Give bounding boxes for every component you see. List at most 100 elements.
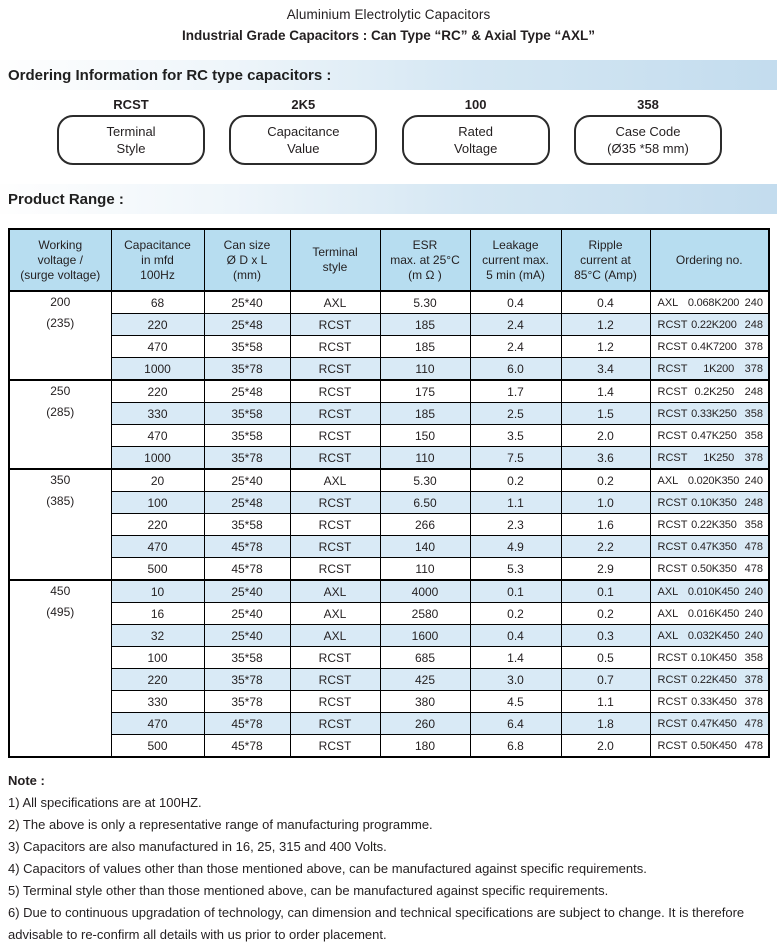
ordering-case: 378 (744, 340, 763, 353)
cell-ripple-current: 1.0 (560, 491, 651, 514)
cell-terminal-style: RCST (289, 513, 381, 536)
cell-ripple-current: 2.0 (560, 734, 651, 758)
cell-leakage-current: 5.3 (469, 557, 562, 581)
cell-ripple-current: 0.1 (560, 579, 651, 603)
cell-can-size: 45*78 (203, 557, 291, 581)
cell-working-voltage: 250 (285) (8, 379, 112, 470)
cell-esr: 266 (379, 513, 471, 536)
cell-terminal-style: RCST (289, 535, 381, 558)
section-product-range-title: Product Range : (8, 190, 124, 208)
table-row: 470 35*58 RCST 150 3.5 2.0 RCST 0.47K250 358 (9, 424, 770, 447)
ordering-value: 0.22K200 (691, 318, 737, 331)
cell-capacitance: 1000 (110, 357, 205, 381)
ordering-style: RCST (657, 540, 688, 553)
table-row: 1000 35*78 RCST 110 6.0 3.4 RCST 1K200 378 (9, 357, 770, 381)
ordering-case: 358 (744, 518, 763, 531)
ordering-case: 240 (744, 585, 763, 598)
table-row: 220 25*48 RCST 185 2.4 1.2 RCST 0.22K200 248 (9, 313, 770, 336)
cell-ordering-no: RCST 0.33K450 378 (649, 690, 770, 713)
ordering-value: 0.33K450 (691, 695, 737, 708)
notes-heading: Note : (8, 773, 45, 788)
col-header-terminal-style: Terminal style (289, 228, 381, 292)
cell-leakage-current: 4.9 (469, 535, 562, 558)
ordering-value: 0.47K450 (691, 717, 737, 730)
cell-capacitance: 16 (110, 602, 205, 625)
cell-ordering-no: RCST 0.10K350 248 (649, 491, 770, 514)
ordering-value: 0.33K250 (691, 407, 737, 420)
ordering-box-case-code: 358 Case Code (Ø35 *58 mm) (573, 97, 722, 165)
cell-can-size: 35*58 (203, 335, 291, 358)
cell-capacitance: 500 (110, 734, 205, 758)
cell-ripple-current: 0.5 (560, 646, 651, 669)
cell-ripple-current: 2.2 (560, 535, 651, 558)
cell-can-size: 25*40 (203, 468, 291, 492)
section-ordering-title: Ordering Information for RC type capacit… (8, 66, 332, 84)
cell-leakage-current: 7.5 (469, 446, 562, 470)
ordering-case: 240 (744, 629, 763, 642)
ordering-style: RCST (657, 562, 688, 575)
cell-can-size: 45*78 (203, 535, 291, 558)
cell-esr: 185 (379, 313, 471, 336)
note-item: 3) Capacitors are also manufactured in 1… (8, 839, 387, 854)
ordering-case: 478 (744, 562, 763, 575)
cell-terminal-style: RCST (289, 335, 381, 358)
ordering-case: 378 (744, 451, 763, 464)
table-row: 200 (235) 68 25*40 AXL 5.30 0.4 0.4 AXL 0.068K20… (8, 290, 770, 381)
cell-can-size: 25*48 (203, 379, 291, 403)
table-row: 220 35*58 RCST 266 2.3 1.6 RCST 0.22K350 358 (9, 513, 770, 536)
cell-ordering-no: AXL 0.068K200 240 (649, 290, 770, 314)
cell-ripple-current: 0.2 (560, 602, 651, 625)
cell-capacitance: 100 (110, 491, 205, 514)
cell-ordering-no: RCST 0.22K450 378 (649, 668, 770, 691)
ordering-value: 0.020K350 (687, 474, 740, 487)
table-header-row: Working voltage / (surge voltage) Capaci… (8, 228, 770, 292)
cell-esr: 140 (379, 535, 471, 558)
cell-esr: 5.30 (379, 290, 471, 314)
cell-can-size: 25*40 (203, 579, 291, 603)
ordering-style: RCST (657, 340, 688, 353)
ordering-case: 378 (744, 673, 763, 686)
ordering-style: RCST (657, 407, 688, 420)
cell-ordering-no: RCST 0.47K350 478 (649, 535, 770, 558)
table-row: 16 25*40 AXL 2580 0.2 0.2 AXL 0.016K450 240 (9, 602, 770, 625)
cell-ripple-current: 2.0 (560, 424, 651, 447)
cell-capacitance: 220 (110, 379, 205, 403)
cell-terminal-style: AXL (289, 602, 381, 625)
cell-ordering-no: RCST 0.33K250 358 (649, 402, 770, 425)
ordering-style: RCST (657, 739, 688, 752)
ordering-value: 0.032K450 (687, 629, 740, 642)
ordering-box-label: Rated Voltage (401, 115, 550, 165)
cell-ordering-no: RCST 0.47K450 478 (649, 712, 770, 735)
cell-terminal-style: RCST (289, 357, 381, 381)
cell-ordering-no: RCST 0.4K7200 378 (649, 335, 770, 358)
cell-ordering-no: AXL 0.010K450 240 (649, 579, 770, 603)
ordering-value: 0.22K350 (691, 518, 737, 531)
cell-terminal-style: RCST (289, 424, 381, 447)
ordering-case: 248 (744, 496, 763, 509)
ordering-code-value: 358 (637, 97, 659, 112)
cell-capacitance: 1000 (110, 446, 205, 470)
cell-can-size: 25*40 (203, 290, 291, 314)
ordering-value: 0.47K350 (691, 540, 737, 553)
cell-terminal-style: AXL (289, 624, 381, 647)
cell-terminal-style: RCST (289, 402, 381, 425)
cell-can-size: 35*58 (203, 646, 291, 669)
cell-terminal-style: AXL (289, 468, 381, 492)
cell-ordering-no: RCST 1K200 378 (649, 357, 770, 381)
cell-terminal-style: RCST (289, 734, 381, 758)
cell-capacitance: 330 (110, 402, 205, 425)
cell-esr: 1600 (379, 624, 471, 647)
cell-ripple-current: 1.8 (560, 712, 651, 735)
cell-esr: 380 (379, 690, 471, 713)
cell-working-voltage: 200 (235) (8, 290, 112, 381)
cell-ripple-current: 1.5 (560, 402, 651, 425)
table-row: 330 35*58 RCST 185 2.5 1.5 RCST 0.33K250 358 (9, 402, 770, 425)
cell-leakage-current: 4.5 (469, 690, 562, 713)
cell-capacitance: 20 (110, 468, 205, 492)
col-header-working-voltage: Working voltage / (surge voltage) (8, 228, 112, 292)
table-row: 32 25*40 AXL 1600 0.4 0.3 AXL 0.032K450 240 (9, 624, 770, 647)
ordering-case: 358 (744, 651, 763, 664)
product-table-body: 200 (235) 68 25*40 AXL 5.30 0.4 0.4 AXL 0.068K20… (8, 290, 770, 758)
cell-esr: 175 (379, 379, 471, 403)
section-bar-ordering-info: Ordering Information for RC type capacit… (0, 60, 777, 90)
